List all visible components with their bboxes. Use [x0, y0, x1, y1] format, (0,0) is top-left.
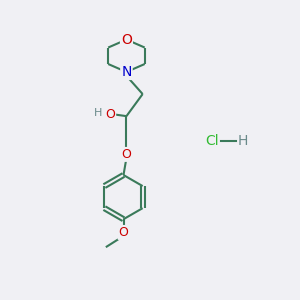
Text: N: N: [121, 65, 132, 79]
Text: O: O: [121, 33, 132, 46]
Text: O: O: [105, 108, 115, 121]
Text: H: H: [238, 134, 248, 148]
Text: Cl: Cl: [205, 134, 219, 148]
Text: H: H: [94, 108, 102, 118]
Text: O: O: [118, 226, 128, 239]
Text: O: O: [122, 148, 131, 161]
